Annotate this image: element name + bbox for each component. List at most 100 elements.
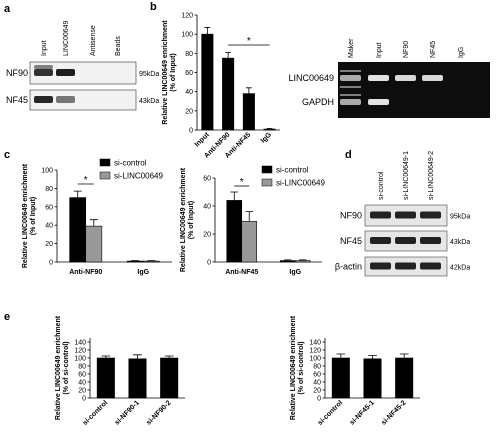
size-label: 95kDa <box>139 71 159 78</box>
row-label: NF45 <box>6 95 28 105</box>
bar <box>363 358 382 399</box>
y-tick-label: 40 <box>78 380 86 387</box>
row-label: NF90 <box>340 211 362 221</box>
bar <box>241 221 258 263</box>
lane-label: LINC00649 <box>63 20 70 56</box>
bar <box>395 357 414 399</box>
y-tick-label: 0 <box>49 260 53 267</box>
error-bar <box>73 190 82 198</box>
error-bar <box>225 51 231 59</box>
y-tick-label: 80 <box>78 364 86 371</box>
legend-label: si-LINC00649 <box>276 179 325 188</box>
panel-label: b <box>150 1 157 13</box>
band <box>370 237 391 244</box>
y-axis-label: (% of si-control) <box>63 341 70 394</box>
blot-strip <box>29 89 137 111</box>
band <box>368 99 389 105</box>
row-label: GAPDH <box>302 97 334 107</box>
bar <box>242 93 255 131</box>
y-tick-label: 40 <box>203 204 211 211</box>
error-bar <box>204 27 211 35</box>
y-tick-label: 100 <box>41 168 53 175</box>
error-bar <box>336 353 346 358</box>
legend-label: si-control <box>114 159 147 168</box>
panel-label: e <box>4 311 10 323</box>
lane-label: si-LINC00649-2 <box>428 151 435 200</box>
panel-label: a <box>4 3 11 15</box>
size-label: 43kDa <box>139 98 159 105</box>
y-tick-label: 120 <box>74 348 86 355</box>
bar <box>126 260 144 263</box>
x-tick-label: Anti-NF45 <box>225 269 258 276</box>
x-tick-label: IgG <box>289 269 301 276</box>
legend-swatch <box>261 178 273 187</box>
band <box>395 262 416 270</box>
y-tick-label: 40 <box>313 380 321 387</box>
y-tick-label: 0 <box>317 396 321 403</box>
error-bar <box>164 355 174 358</box>
band <box>395 237 416 244</box>
y-axis-label: Relative LINC00649 enrichment <box>180 167 187 272</box>
y-tick-label: 80 <box>45 186 53 193</box>
bar <box>160 357 179 399</box>
y-axis-label: Relative LINC00649 enrichment <box>162 20 169 125</box>
band <box>368 75 389 81</box>
y-tick-label: 60 <box>78 372 86 379</box>
y-tick-label: 20 <box>313 388 321 395</box>
band <box>34 65 53 69</box>
row-label: NF45 <box>340 236 362 246</box>
y-tick-label: 60 <box>45 204 53 211</box>
band <box>395 211 416 219</box>
lane-label: NF90 <box>403 41 410 58</box>
legend-swatch <box>99 171 111 180</box>
error-bar <box>230 191 239 201</box>
panel-label: c <box>4 149 10 161</box>
row-label: LINC00649 <box>288 73 334 83</box>
y-tick-label: 100 <box>309 356 321 363</box>
lane-label: Beads <box>115 36 122 56</box>
legend-label: si-control <box>276 166 309 175</box>
y-tick-label: 0 <box>207 260 211 267</box>
band <box>422 75 443 81</box>
band <box>370 211 391 219</box>
band <box>340 94 361 96</box>
blot-strip <box>29 61 137 85</box>
error-bar <box>101 355 111 358</box>
band <box>395 75 416 81</box>
y-tick-label: 80 <box>185 51 193 58</box>
bar <box>69 197 87 263</box>
bar <box>96 357 115 399</box>
lane-label: si-LINC00649-1 <box>403 151 410 200</box>
legend-swatch <box>261 165 273 174</box>
bar <box>279 260 296 263</box>
band <box>340 70 361 72</box>
lane-label: Input <box>376 42 383 58</box>
y-tick-label: 20 <box>185 108 193 115</box>
band <box>34 96 53 103</box>
significance-label: * <box>240 177 244 188</box>
row-label: NF90 <box>6 68 28 78</box>
y-tick-label: 60 <box>185 70 193 77</box>
y-tick-label: 20 <box>203 232 211 239</box>
lane-label: Input <box>41 40 48 56</box>
error-bar <box>133 354 142 359</box>
significance-label: * <box>247 36 251 47</box>
size-label: 43kDa <box>450 239 470 246</box>
y-tick-label: 20 <box>45 241 53 248</box>
y-axis-label: Relative LINC00649 enrichment <box>22 163 29 268</box>
bar <box>331 357 350 399</box>
y-tick-label: 20 <box>78 388 86 395</box>
y-tick-label: 140 <box>74 340 86 347</box>
band <box>56 69 75 76</box>
bar <box>263 128 276 131</box>
y-tick-label: 100 <box>181 32 193 39</box>
error-bar <box>368 355 377 359</box>
x-tick-label: Anti-NF90 <box>69 269 102 276</box>
y-axis-label: (% of si-control) <box>298 341 305 394</box>
error-bar <box>284 259 292 261</box>
gel <box>338 62 490 118</box>
lane-label: NF45 <box>430 41 437 58</box>
band <box>56 96 75 103</box>
y-tick-label: 60 <box>203 176 211 183</box>
